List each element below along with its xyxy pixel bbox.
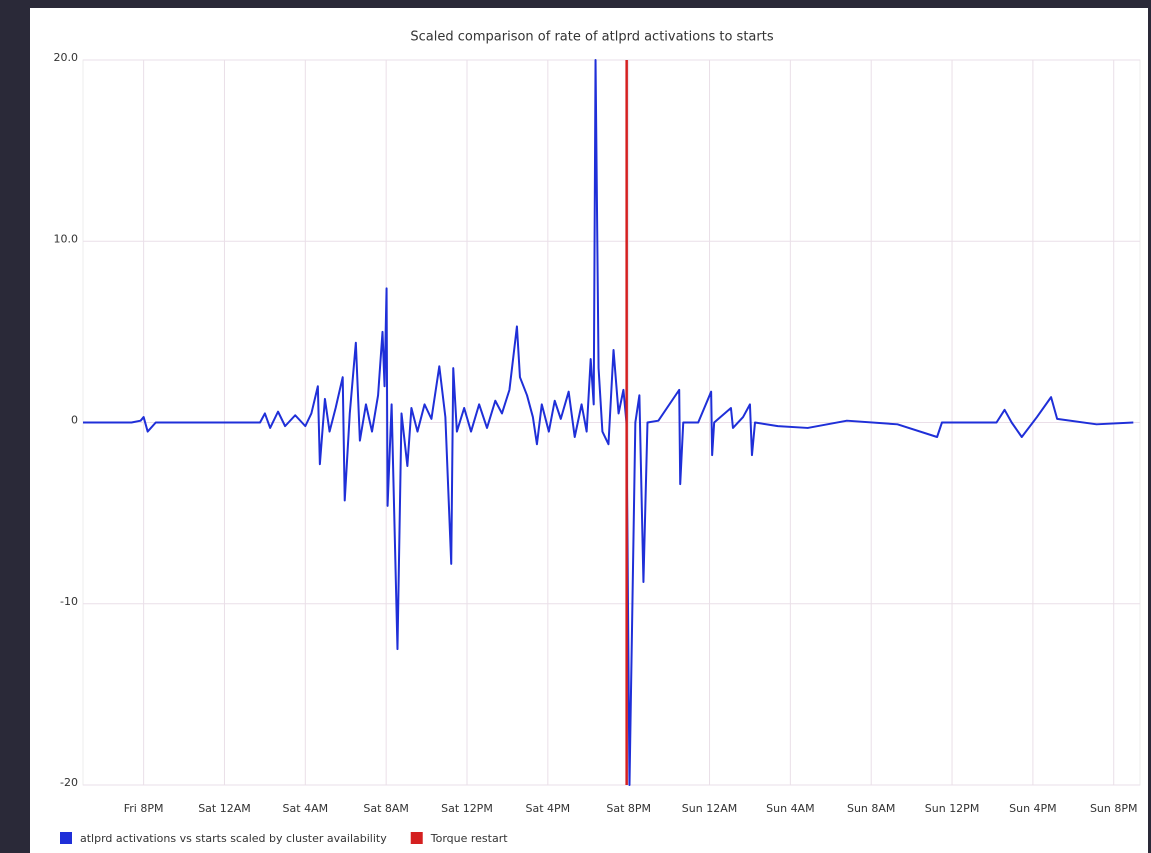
x-tick-label: Sat 8AM xyxy=(363,802,409,815)
x-tick-label: Fri 8PM xyxy=(124,802,164,815)
x-tick-label: Sun 12AM xyxy=(682,802,737,815)
x-tick-label: Sun 8AM xyxy=(847,802,895,815)
legend-label: atlprd activations vs starts scaled by c… xyxy=(80,832,387,845)
chart-title: Scaled comparison of rate of atlprd acti… xyxy=(410,30,773,45)
x-tick-label: Sat 12PM xyxy=(441,802,493,815)
y-tick-label: -20 xyxy=(60,776,78,789)
chart-panel xyxy=(30,8,1148,853)
series-line xyxy=(83,59,1134,786)
x-tick-label: Sun 8PM xyxy=(1090,802,1138,815)
x-tick-label: Sun 12PM xyxy=(925,802,980,815)
y-tick-label: -10 xyxy=(60,595,78,608)
x-tick-label: Sat 4AM xyxy=(283,802,329,815)
x-tick-label: Sat 8PM xyxy=(606,802,651,815)
x-tick-label: Sun 4PM xyxy=(1009,802,1057,815)
x-tick-label: Sun 4AM xyxy=(766,802,814,815)
legend-label: Torque restart xyxy=(430,832,508,845)
x-tick-label: Sat 12AM xyxy=(198,802,251,815)
legend-swatch xyxy=(410,832,423,844)
x-tick-label: Sat 4PM xyxy=(526,802,571,815)
y-tick-label: 0 xyxy=(71,414,78,427)
y-tick-label: 10.0 xyxy=(54,232,79,245)
y-tick-label: 20.0 xyxy=(54,51,79,64)
legend-swatch xyxy=(60,832,72,844)
